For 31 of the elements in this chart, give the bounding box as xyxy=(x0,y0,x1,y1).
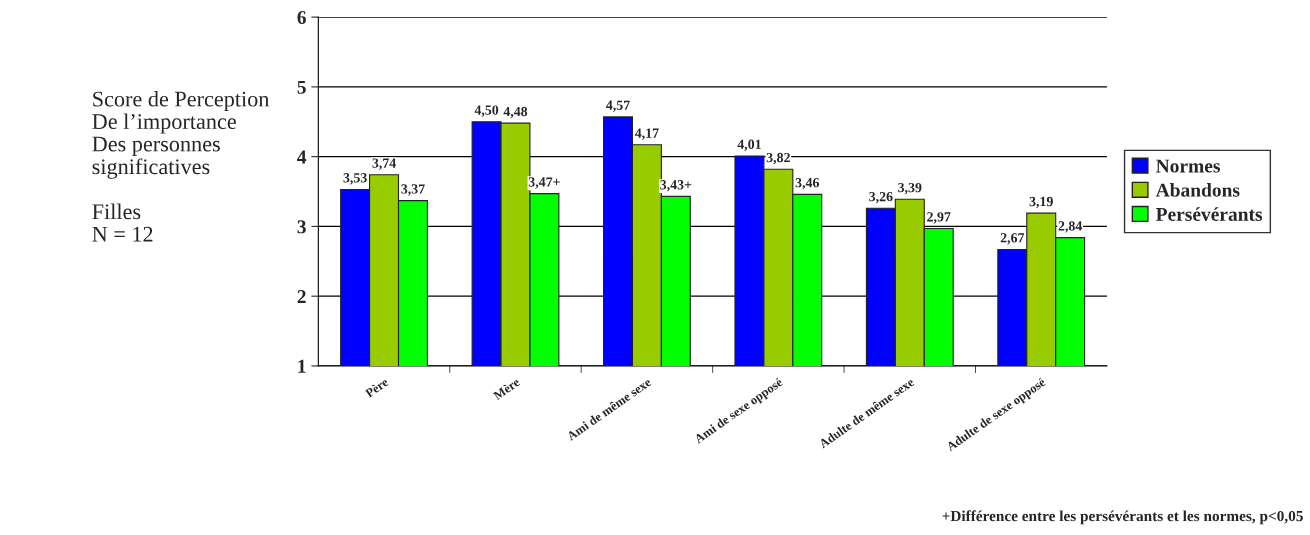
data-label: 2,84 xyxy=(1058,221,1083,233)
y-tick-label: 3 xyxy=(297,220,306,234)
x-tick-label: Mère xyxy=(492,377,521,401)
legend-label: Persévérants xyxy=(1156,207,1263,221)
data-label: 3,19 xyxy=(1029,196,1053,209)
data-label: 2,97 xyxy=(927,212,951,224)
data-label: 2,67 xyxy=(1000,233,1025,245)
data-label: 3,37 xyxy=(401,184,425,196)
text: +Différence entre les persévérants et les normes, p<0,05 xyxy=(942,510,1303,525)
data-label: 4,48 xyxy=(503,106,528,119)
data-label: 4,50 xyxy=(474,105,499,117)
y-tick-label: 1 xyxy=(298,359,306,373)
data-label: 3,82 xyxy=(766,152,790,165)
data-label: 3,47+ xyxy=(528,177,560,189)
data-label: 3,26 xyxy=(869,191,893,204)
data-label: 3,46 xyxy=(795,178,820,190)
legend-label: Abandons xyxy=(1155,183,1240,197)
data-label: 4,17 xyxy=(634,128,659,140)
y-tick-label: 5 xyxy=(297,80,306,94)
data-label: 4,01 xyxy=(737,139,761,151)
x-tick-label: Père xyxy=(364,377,389,398)
text: Score de Perception De l’importance Des personnes significatives Filles N = 12 xyxy=(92,90,270,242)
data-label: 3,53 xyxy=(343,173,367,185)
y-tick-label: 4 xyxy=(297,150,307,164)
y-tick-label: 2 xyxy=(297,290,306,303)
data-label: 3,74 xyxy=(372,158,396,170)
legend-label: Normes xyxy=(1156,159,1220,173)
data-label: 3,43+ xyxy=(660,180,692,192)
data-label: 3,39 xyxy=(898,182,922,195)
data-label: 4,57 xyxy=(606,100,630,112)
y-tick-label: 6 xyxy=(297,10,306,25)
